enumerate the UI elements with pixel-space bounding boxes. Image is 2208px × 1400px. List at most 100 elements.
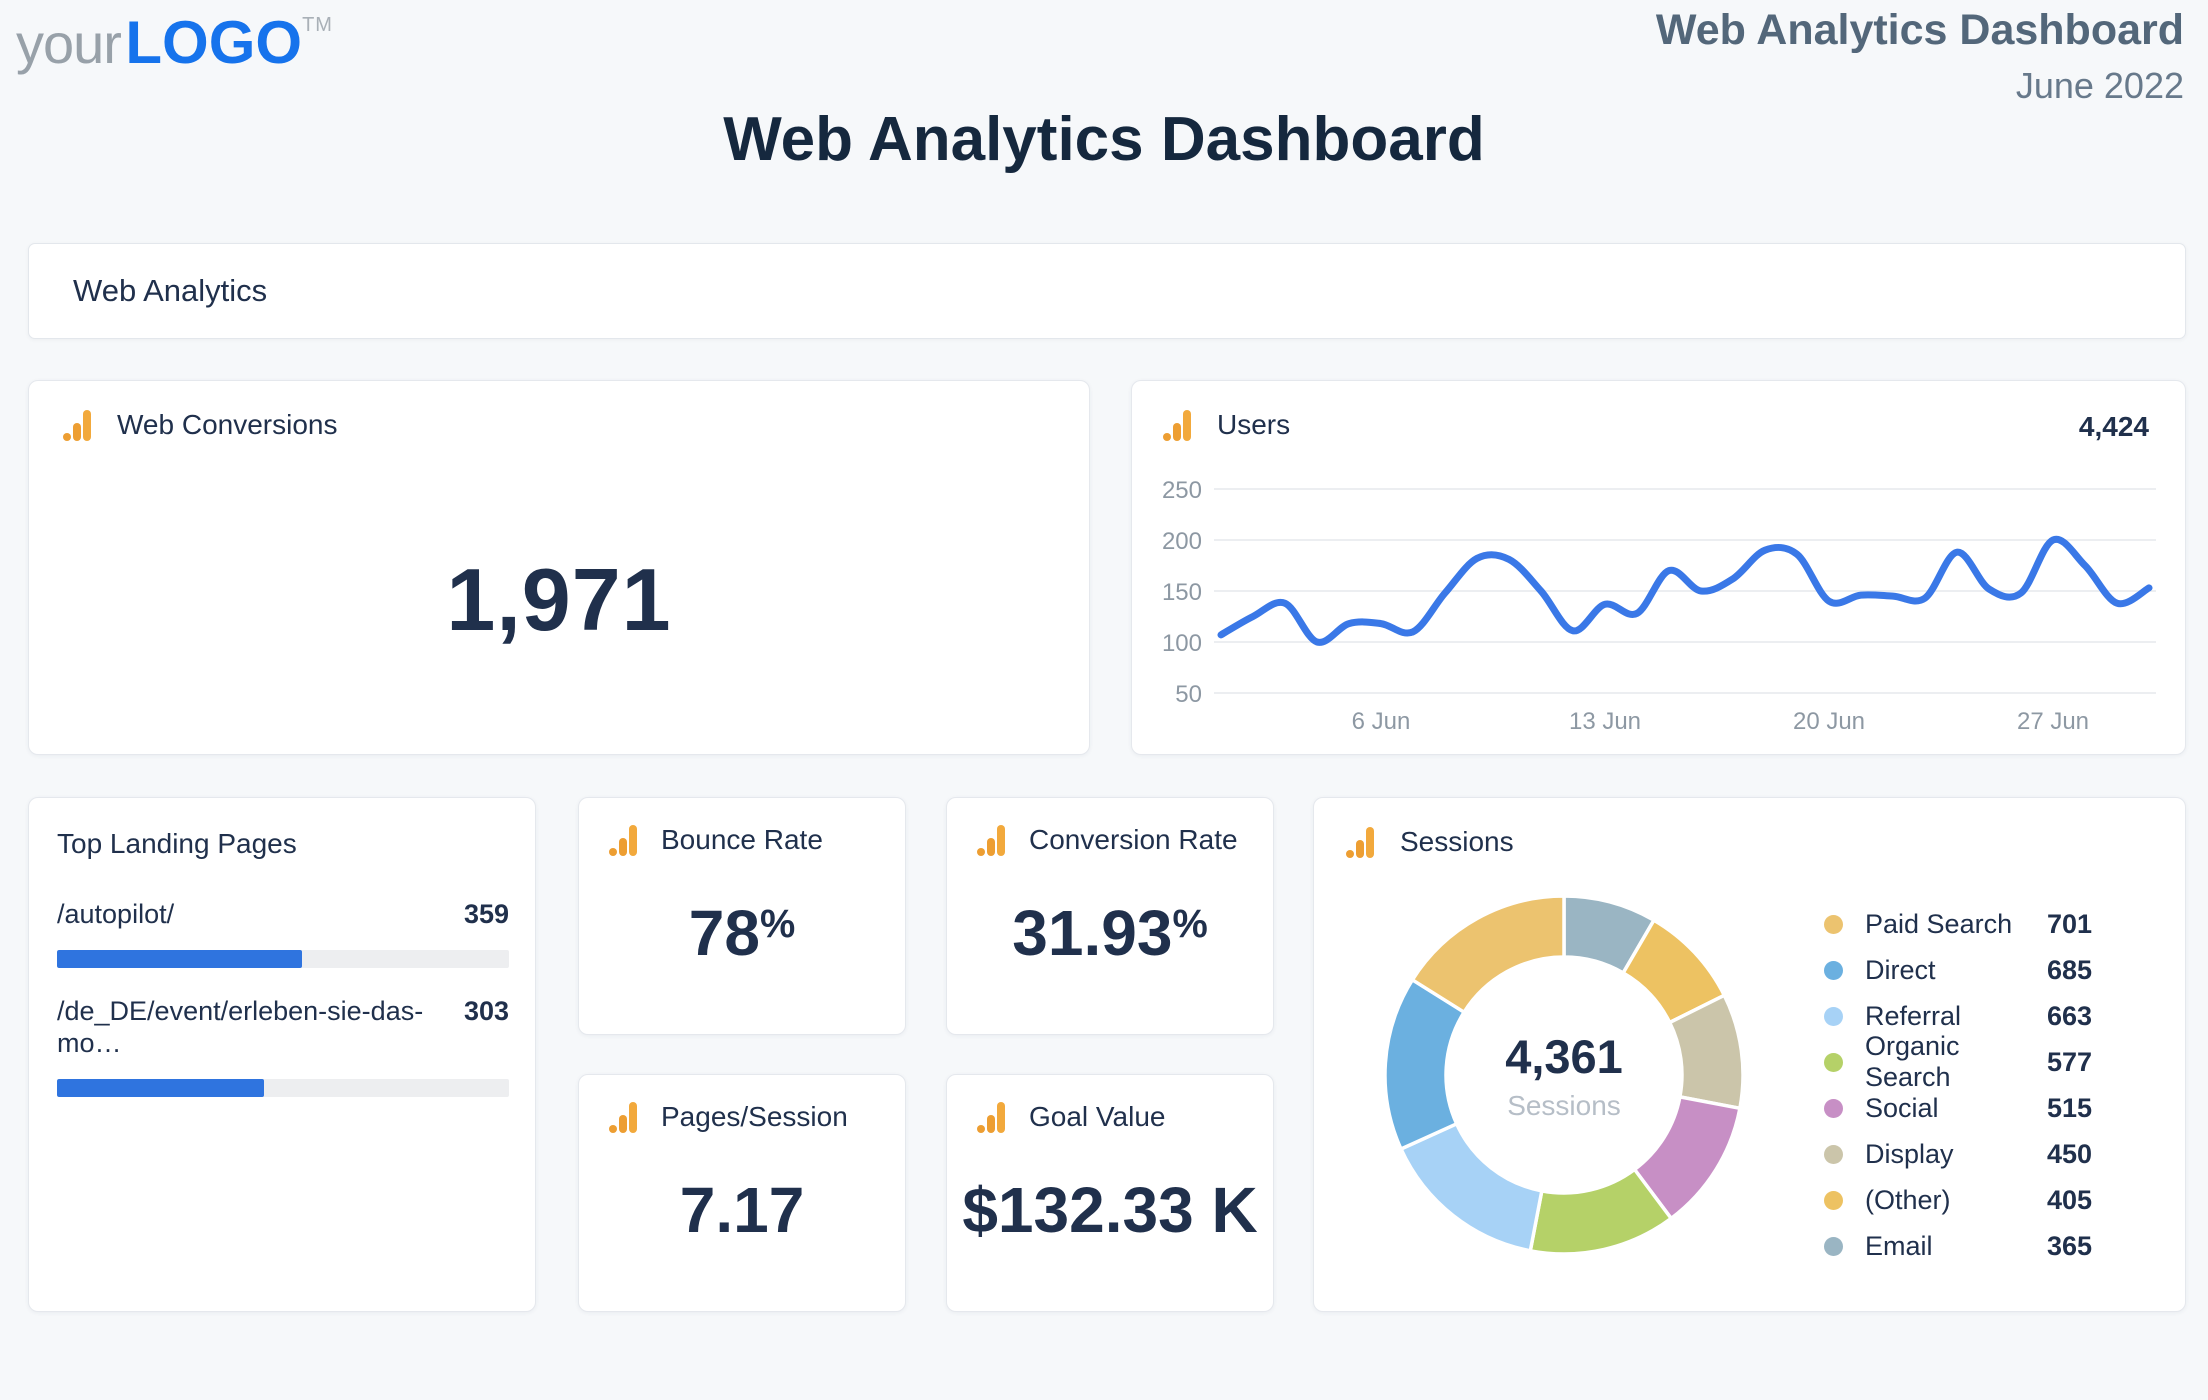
legend-value: 515 — [2046, 1092, 2092, 1123]
page-title: Web Analytics Dashboard — [723, 105, 1485, 174]
landing-page-row: /autopilot/ 359 — [57, 898, 509, 968]
landing-page-path: /autopilot/ — [57, 899, 175, 929]
legend-label: Organic Search — [1865, 1031, 1960, 1092]
legend-label: Referral — [1865, 1000, 1962, 1031]
legend-value: 450 — [2046, 1138, 2092, 1169]
legend-row: Direct 685 — [1824, 947, 2092, 993]
svg-text:20 Jun: 20 Jun — [1793, 708, 1865, 735]
legend-label: Direct — [1865, 954, 1936, 985]
legend-dot — [1824, 1236, 1843, 1256]
legend-label: Email — [1865, 1230, 1933, 1261]
pages-per-session-value: 7.17 — [679, 1174, 805, 1246]
card-label: Goal Value — [1029, 1101, 1166, 1132]
card-label: Web Conversions — [117, 409, 338, 440]
analytics-bars-icon — [977, 1101, 1005, 1133]
legend-label: (Other) — [1865, 1184, 1951, 1215]
landing-page-count: 359 — [463, 899, 509, 929]
analytics-bars-icon — [609, 824, 637, 856]
card-conversion-rate-header: Conversion Rate — [977, 824, 1243, 856]
card-sessions: Sessions 4,361 Sessions Paid Search 701 D… — [1313, 797, 2186, 1312]
svg-text:150: 150 — [1162, 579, 1202, 606]
legend-dot — [1824, 1052, 1843, 1072]
card-web-conversions-header: Web Conversions — [63, 409, 1055, 441]
legend-value: 685 — [2046, 954, 2092, 985]
svg-text:100: 100 — [1162, 630, 1202, 657]
legend-row: Social 515 — [1824, 1085, 2092, 1131]
card-label: Users — [1217, 409, 1291, 440]
card-top-landing-pages: Top Landing Pages /autopilot/ 359 /de_DE… — [28, 797, 536, 1312]
sessions-legend: Paid Search 701 Direct 685 Referral 663 Org… — [1824, 901, 2092, 1269]
legend-row: Email 365 — [1824, 1223, 2092, 1269]
legend-dot — [1824, 1144, 1843, 1164]
svg-text:250: 250 — [1162, 477, 1202, 504]
web-conversions-value: 1,971 — [446, 550, 672, 649]
svg-text:50: 50 — [1175, 681, 1202, 708]
landing-page-bar-track — [57, 950, 509, 968]
legend-value: 577 — [2046, 1046, 2092, 1077]
card-bounce-rate: Bounce Rate 78% — [578, 797, 906, 1035]
analytics-bars-icon — [609, 1101, 637, 1133]
legend-label: Display — [1865, 1138, 1954, 1169]
bounce-rate-suffix: % — [759, 902, 796, 947]
landing-page-row: /de_DE/event/erleben-sie-das-mo… 303 — [57, 995, 509, 1097]
card-label: Pages/Session — [661, 1101, 848, 1132]
card-pages-per-session: Pages/Session 7.17 — [578, 1074, 906, 1312]
landing-page-bar-fill — [57, 1079, 264, 1097]
sessions-total: 4,361 — [1505, 1030, 1623, 1083]
card-label: Conversion Rate — [1029, 824, 1238, 855]
legend-row: (Other) 405 — [1824, 1177, 2092, 1223]
card-bounce-rate-header: Bounce Rate — [609, 824, 875, 856]
legend-dot — [1824, 1098, 1843, 1118]
bounce-rate-value: 78% — [579, 896, 905, 970]
legend-row: Display 450 — [1824, 1131, 2092, 1177]
donut-center-label: 4,361 Sessions — [1444, 1032, 1684, 1122]
analytics-bars-icon — [977, 824, 1005, 856]
legend-row: Paid Search 701 — [1824, 901, 2092, 947]
card-goal-value-header: Goal Value — [977, 1101, 1243, 1133]
landing-page-count: 303 — [463, 996, 509, 1026]
logo-trademark: TM — [302, 14, 333, 36]
legend-value: 663 — [2046, 1000, 2092, 1031]
legend-dot — [1824, 960, 1843, 980]
card-conversion-rate: Conversion Rate 31.93% — [946, 797, 1274, 1035]
legend-dot — [1824, 1190, 1843, 1210]
analytics-bars-icon — [63, 409, 91, 441]
legend-dot — [1824, 914, 1843, 934]
section-title: Web Analytics — [73, 273, 268, 308]
section-header-web-analytics: Web Analytics — [28, 243, 2186, 339]
card-label: Sessions — [1400, 826, 1514, 857]
report-date: June 2022 — [2015, 65, 2184, 106]
conversion-rate-suffix: % — [1172, 902, 1208, 947]
legend-value: 405 — [2046, 1184, 2092, 1215]
report-meta: Web Analytics Dashboard June 2022 — [1656, 6, 2184, 107]
legend-row: Referral 663 — [1824, 993, 2092, 1039]
analytics-bars-icon — [1346, 826, 1374, 858]
legend-row: Organic Search 577 — [1824, 1031, 2092, 1092]
card-sessions-header: Sessions — [1346, 826, 2151, 858]
card-label: Top Landing Pages — [57, 828, 297, 859]
svg-text:200: 200 — [1162, 528, 1202, 555]
card-label: Bounce Rate — [661, 824, 823, 855]
analytics-bars-icon — [1163, 409, 1191, 441]
legend-dot — [1824, 1006, 1843, 1026]
card-users: Users 4,424 250 200 150 100 50 6 Jun 13 Jun 20 … — [1131, 380, 2186, 755]
card-pages-per-session-header: Pages/Session — [609, 1101, 875, 1133]
sessions-total-sub: Sessions — [1507, 1090, 1621, 1121]
landing-page-bar-fill — [57, 950, 302, 968]
landing-page-path: /de_DE/event/erleben-sie-das-mo… — [57, 996, 424, 1058]
legend-label: Paid Search — [1865, 908, 2013, 939]
legend-value: 365 — [2046, 1230, 2092, 1261]
users-line-chart: 250 200 150 100 50 6 Jun 13 Jun 20 Jun 27 Jun — [1162, 477, 2156, 735]
legend-value: 701 — [2046, 908, 2092, 939]
sessions-donut-chart — [1383, 894, 1745, 1256]
logo-word-text: LOGO — [125, 9, 303, 76]
card-users-header: Users — [1163, 409, 2151, 441]
card-web-conversions: Web Conversions 1,971 — [28, 380, 1090, 755]
report-title: Web Analytics Dashboard — [1655, 6, 2184, 54]
landing-page-bar-track — [57, 1079, 509, 1097]
goal-value-value: $132.33 K — [962, 1174, 1258, 1246]
svg-text:6 Jun: 6 Jun — [1352, 708, 1411, 735]
logo-your-text: your — [16, 12, 122, 75]
logo: your LOGOTM — [16, 8, 333, 77]
